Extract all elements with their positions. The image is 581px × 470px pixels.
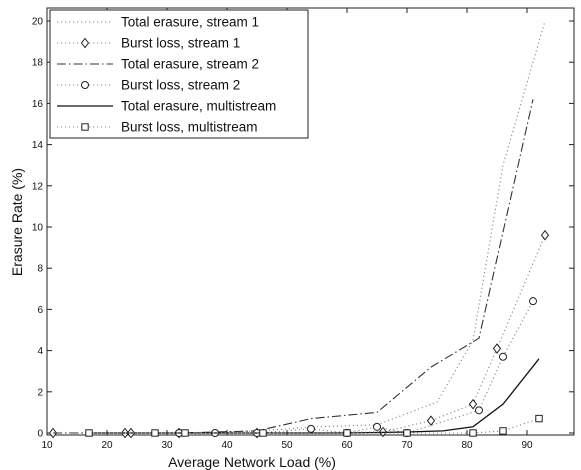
data-point-square [343,429,351,437]
data-point-circle [499,352,507,361]
legend-entry-label: Burst loss, multistream [121,120,258,135]
y-axis-title: Erasure Rate (%) [9,168,25,276]
y-tick-label: 10 [32,223,44,234]
series-5 [89,358,540,434]
data-point-diamond [468,398,478,410]
y-tick-label: 6 [37,305,43,316]
y-tick-label: 20 [32,17,44,28]
data-point-diamond [426,415,436,426]
legend: Total erasure, stream 1 Burst loss, strea… [49,9,309,139]
legend-entry-label: Total erasure, stream 1 [121,15,259,30]
x-tick-label: 40 [221,440,233,451]
plot-frame [46,7,575,436]
data-point-square [499,427,507,435]
data-point-square [259,429,267,437]
x-tick-label: 30 [161,440,173,451]
series-1 [53,20,546,434]
series-group [48,20,550,439]
data-point-square [535,414,543,423]
series-line [53,99,534,434]
y-tick-label: 0 [37,429,43,440]
series-line [89,418,540,434]
data-point-circle [475,406,483,415]
x-tick-label: 50 [281,440,293,451]
legend-marker-square [81,123,89,131]
x-tick-label: 80 [461,440,473,451]
x-axis-title: Average Network Load (%) [168,454,336,470]
y-tick-label: 4 [37,346,43,357]
series-line [89,358,540,434]
legend-entry-label: Total erasure, stream 2 [121,57,259,72]
data-point-square [151,429,159,437]
x-tick-label: 20 [101,440,113,451]
data-point-circle [529,297,537,306]
data-point-square [469,429,477,437]
data-point-square [181,429,189,437]
x-tick-label: 60 [341,440,353,451]
series-4 [175,297,537,437]
series-3 [53,99,534,434]
legend-entry-label: Burst loss, stream 2 [121,78,240,93]
y-tick-label: 16 [32,99,44,110]
y-tick-label: 14 [32,140,44,151]
legend-marker-diamond [80,37,90,49]
series-2 [48,229,550,439]
x-tick-label: 70 [401,440,413,451]
legend-entry-label: Total erasure, multistream [121,99,276,114]
y-tick-label: 12 [32,181,44,192]
data-point-square [403,429,411,437]
x-tick-label: 90 [521,440,533,451]
series-6 [85,414,543,437]
y-tick-label: 8 [37,264,43,275]
series-line [53,20,546,434]
data-point-circle [307,424,315,433]
y-tick-label: 18 [32,58,44,69]
legend-marker-circle [81,81,89,89]
legend-box [49,9,309,139]
y-tick-label: 2 [37,387,43,398]
data-point-circle [373,422,381,431]
legend-entry-label: Burst loss, stream 1 [121,36,240,51]
x-tick-label: 10 [41,440,53,451]
data-point-diamond [540,229,550,241]
data-point-diamond [492,343,502,354]
data-point-square [85,429,93,437]
